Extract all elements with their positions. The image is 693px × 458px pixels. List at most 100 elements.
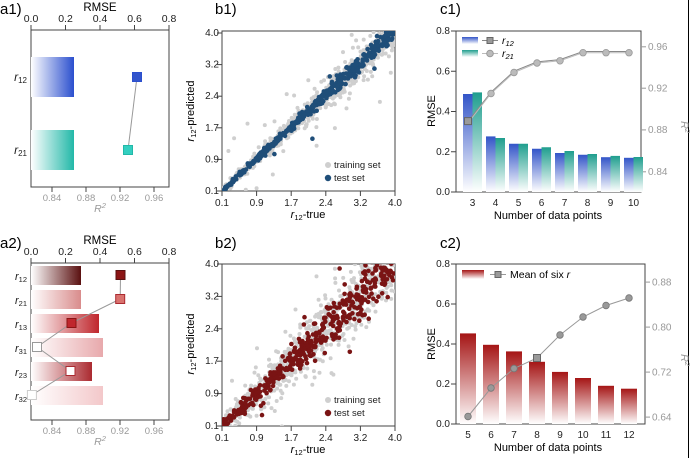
svg-text:8: 8 [585,198,591,209]
svg-text:r13: r13 [15,319,27,332]
svg-text:0.6: 0.6 [436,299,450,310]
svg-text:r12: r12 [15,271,27,284]
svg-text:0.0: 0.0 [24,13,39,25]
svg-text:9: 9 [608,198,614,209]
svg-text:Number of data points: Number of data points [494,210,603,222]
svg-text:3.2: 3.2 [205,60,219,71]
svg-text:2.4: 2.4 [319,433,333,444]
svg-text:0.8: 0.8 [162,13,177,25]
svg-text:0.0: 0.0 [436,187,450,198]
svg-text:3.2: 3.2 [353,198,367,209]
svg-text:0.1: 0.1 [215,433,229,444]
svg-text:r12: r12 [14,70,27,85]
svg-text:r12-true: r12-true [291,444,326,457]
svg-text:R2: R2 [94,434,107,448]
svg-text:0.4: 0.4 [436,339,450,350]
svg-text:4.0: 4.0 [388,198,402,209]
svg-text:training set: training set [334,395,381,406]
svg-text:9: 9 [557,430,563,441]
svg-text:0.2: 0.2 [436,147,450,158]
svg-text:r32: r32 [15,391,27,404]
svg-text:0.88: 0.88 [652,278,672,289]
svg-text:Number of data points: Number of data points [494,442,603,454]
svg-text:5: 5 [516,198,522,209]
svg-text:3.2: 3.2 [205,291,219,302]
svg-text:0.92: 0.92 [111,426,130,437]
svg-text:r23: r23 [15,367,27,380]
svg-text:5: 5 [465,430,471,441]
svg-text:12: 12 [623,430,635,441]
svg-text:0.96: 0.96 [145,193,164,204]
svg-text:R2: R2 [678,121,692,134]
svg-text:0.0: 0.0 [24,246,39,258]
svg-text:1.7: 1.7 [284,433,298,444]
svg-text:7: 7 [511,430,517,441]
svg-text:2.4: 2.4 [319,198,333,209]
svg-text:0.8: 0.8 [436,26,450,37]
svg-text:training set: training set [334,160,381,171]
svg-text:R2: R2 [678,354,692,367]
svg-text:0.1: 0.1 [205,421,219,432]
svg-text:10: 10 [577,430,589,441]
svg-text:RMSE: RMSE [426,328,438,360]
svg-text:R2: R2 [94,201,107,215]
svg-text:4.0: 4.0 [205,259,219,270]
svg-text:0.88: 0.88 [77,193,96,204]
svg-text:0.2: 0.2 [436,379,450,390]
svg-text:0.92: 0.92 [111,193,130,204]
svg-text:0.6: 0.6 [127,246,142,258]
svg-text:1.7: 1.7 [205,356,219,367]
svg-text:0.4: 0.4 [93,246,108,258]
svg-text:r21: r21 [15,295,27,308]
svg-text:0.1: 0.1 [205,186,219,197]
svg-text:0.1: 0.1 [215,198,229,209]
svg-text:r31: r31 [15,343,27,356]
svg-text:test set: test set [334,173,365,184]
svg-text:0.84: 0.84 [43,426,62,437]
svg-text:0.80: 0.80 [652,323,672,334]
svg-text:0.96: 0.96 [145,426,164,437]
svg-text:11: 11 [601,430,612,441]
svg-text:0.6: 0.6 [127,13,142,25]
svg-text:r21: r21 [502,48,514,61]
svg-text:2.4: 2.4 [205,91,219,102]
svg-text:0.0: 0.0 [436,419,450,430]
svg-text:0.9: 0.9 [250,433,264,444]
svg-text:0.9: 0.9 [205,154,219,165]
svg-text:0.4: 0.4 [93,13,108,25]
svg-text:7: 7 [562,198,568,209]
svg-text:4.0: 4.0 [205,28,219,39]
svg-text:0.92: 0.92 [648,84,668,95]
svg-text:0.88: 0.88 [648,125,668,136]
svg-text:RMSE: RMSE [426,95,438,127]
svg-text:0.6: 0.6 [436,66,450,77]
svg-text:r12-true: r12-true [291,209,326,222]
svg-text:4.0: 4.0 [388,433,402,444]
svg-text:Mean of six r: Mean of six r [510,269,571,281]
svg-text:0.96: 0.96 [648,42,668,53]
svg-text:test set: test set [334,408,365,419]
svg-text:4: 4 [493,198,499,209]
svg-text:0.2: 0.2 [58,246,73,258]
svg-text:r21: r21 [14,143,27,158]
svg-text:10: 10 [628,198,640,209]
svg-text:3.2: 3.2 [353,433,367,444]
svg-text:0.88: 0.88 [77,426,96,437]
svg-text:3: 3 [470,198,476,209]
svg-text:0.9: 0.9 [205,389,219,400]
svg-text:8: 8 [534,430,540,441]
svg-text:0.72: 0.72 [652,368,672,379]
svg-text:0.8: 0.8 [436,259,450,270]
svg-text:0.9: 0.9 [250,198,264,209]
svg-text:0.2: 0.2 [58,13,73,25]
svg-text:0.8: 0.8 [162,246,177,258]
svg-text:0.64: 0.64 [652,413,672,424]
svg-text:2.4: 2.4 [205,324,219,335]
svg-text:1.7: 1.7 [284,198,298,209]
svg-text:6: 6 [488,430,494,441]
svg-text:0.84: 0.84 [648,167,668,178]
svg-text:0.84: 0.84 [43,193,62,204]
svg-text:1.7: 1.7 [205,123,219,134]
svg-text:0.4: 0.4 [436,107,450,118]
svg-text:r12: r12 [502,35,515,48]
